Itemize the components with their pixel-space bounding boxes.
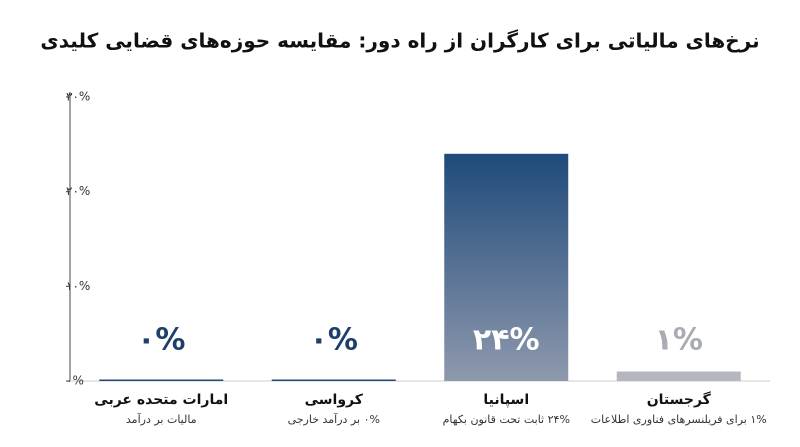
y-tick-label: ۱۰% (66, 279, 90, 293)
category-note: ۲۴% ثابت تحت قانون بکهام (443, 413, 570, 426)
bar (444, 153, 569, 381)
y-tick-label: ۲۰% (66, 184, 90, 198)
bar (99, 379, 224, 381)
y-tick-label: ۳۰% (66, 90, 90, 104)
category-label: اسپانیا (483, 392, 529, 408)
value-label: ۰% (137, 323, 185, 358)
y-tick-label: ۰% (66, 374, 84, 388)
value-label: ۰% (310, 323, 358, 358)
bar (271, 379, 396, 381)
category-label: گرجستان (647, 391, 712, 408)
category-note: ۰% بر درآمد خارجی (288, 412, 380, 426)
category-note: ۱% برای فریلنسرهای فناوری اطلاعات (591, 413, 767, 426)
value-label: ۱% (655, 323, 703, 358)
chart-title: نرخ‌های مالیاتی برای کارگران از راه دور:… (40, 29, 759, 53)
value-label: ۲۴% (473, 323, 540, 358)
category-label: امارات متحده عربی (94, 392, 228, 408)
category-note: مالیات بر درآمد (126, 412, 197, 426)
bar (616, 371, 741, 381)
category-label: کرواسی (305, 392, 364, 408)
